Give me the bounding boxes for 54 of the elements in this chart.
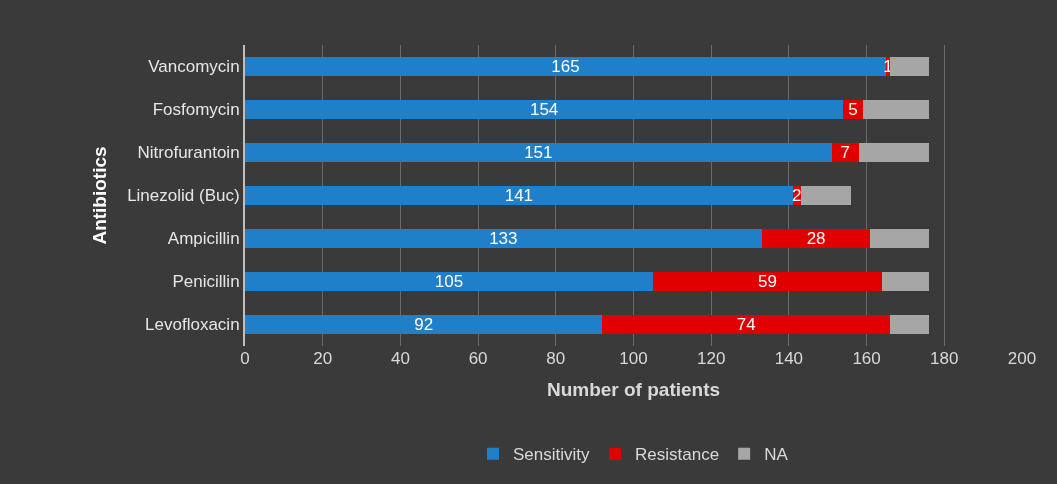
x-tick-label: 100 [619, 349, 648, 368]
data-label: 133 [489, 229, 518, 248]
bar [245, 315, 603, 334]
x-tick-label: 40 [390, 349, 410, 368]
x-tick-label: 200 [1007, 349, 1037, 368]
bar [843, 100, 863, 119]
x-tick-label: 20 [313, 349, 333, 368]
x-tick-label: 120 [697, 349, 726, 368]
x-tick-label: 140 [774, 349, 804, 368]
data-label: 74 [736, 315, 756, 334]
bar [245, 100, 844, 119]
bar [858, 143, 929, 162]
x-tick-label: 0 [240, 349, 250, 368]
legend-label: Resistance [635, 445, 720, 465]
y-tick-label: Nitrofurantoin [137, 143, 240, 163]
data-label: 7 [840, 143, 850, 162]
y-axis-title: Antibiotics [89, 146, 111, 245]
bar [862, 100, 929, 119]
y-tick-label: Linezolid (Buc) [127, 186, 240, 206]
data-label: 59 [758, 272, 777, 291]
bar [889, 315, 929, 334]
data-label: 2 [791, 186, 802, 205]
bar [831, 143, 859, 162]
bar [245, 143, 832, 162]
bar [245, 272, 653, 291]
data-label: 151 [524, 143, 553, 162]
bar [882, 272, 929, 291]
bar [245, 229, 762, 248]
bar [652, 272, 883, 291]
legend-label: NA [764, 445, 789, 465]
x-tick-label: 60 [468, 349, 488, 368]
data-label: 5 [848, 100, 858, 119]
bar [800, 186, 852, 205]
x-axis-title: Number of patients [546, 378, 721, 400]
x-tick-label: 160 [852, 349, 881, 368]
x-tick-label: 180 [930, 349, 959, 368]
data-label: 105 [434, 272, 464, 291]
bar [761, 229, 871, 248]
data-label: 92 [414, 315, 434, 334]
bar [602, 315, 890, 334]
data-label: 141 [504, 186, 534, 205]
x-tick-label: 80 [546, 349, 566, 368]
data-label: 154 [529, 100, 559, 119]
bar [870, 229, 929, 248]
bar [889, 57, 929, 76]
bar [245, 186, 793, 205]
y-tick-label: Levofloxacin [145, 315, 240, 335]
legend-label: Sensitivity [513, 445, 591, 465]
y-tick-label: Vancomycin [148, 57, 240, 77]
data-label: 165 [551, 57, 580, 76]
y-tick-label: Ampicillin [167, 229, 240, 249]
y-tick-label: Penicillin [172, 272, 240, 292]
y-tick-label: Fosfomycin [152, 100, 240, 120]
data-label: 28 [806, 229, 826, 248]
